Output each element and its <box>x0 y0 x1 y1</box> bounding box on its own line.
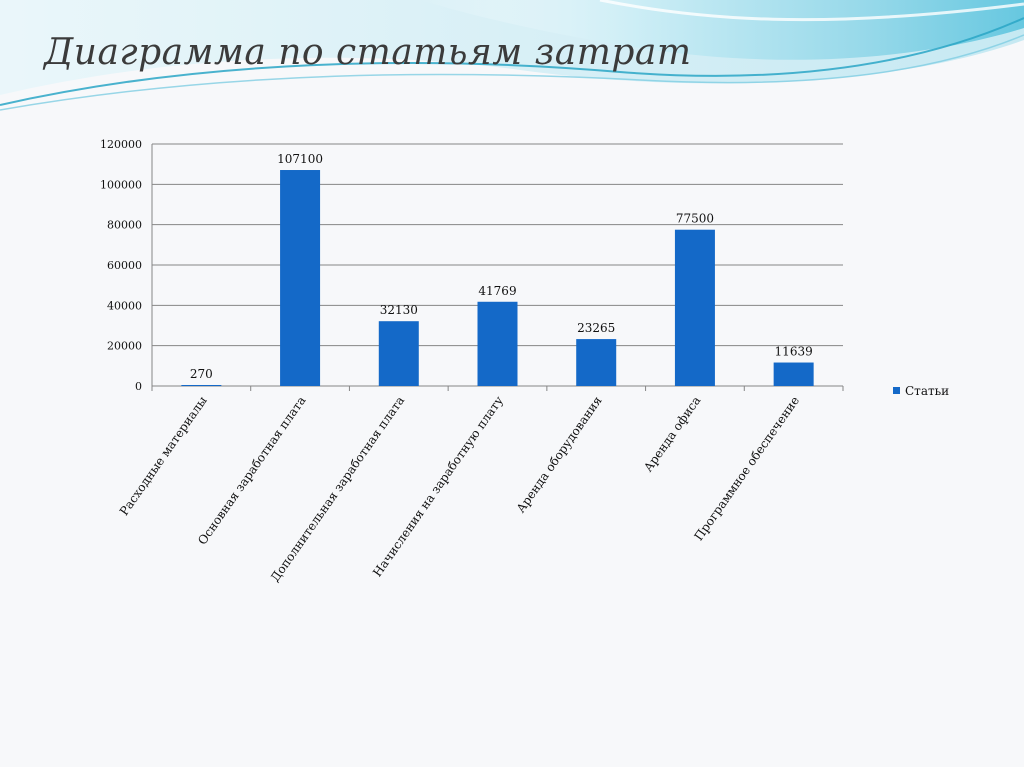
x-tick-label: Расходные материалы <box>117 393 210 518</box>
y-tick-label: 100000 <box>100 178 142 191</box>
bar <box>280 170 321 386</box>
y-tick-label: 80000 <box>107 219 142 232</box>
y-tick-label: 40000 <box>107 299 142 312</box>
data-label: 107100 <box>277 152 323 166</box>
legend-swatch <box>893 387 900 394</box>
bar <box>773 362 814 386</box>
data-label: 41769 <box>478 284 516 298</box>
slide-title: Диаграмма по статьям затрат <box>44 32 692 73</box>
data-label: 23265 <box>577 321 615 335</box>
bar <box>576 339 617 386</box>
data-label: 270 <box>190 367 213 381</box>
x-tick-label: Аренда офиса <box>641 394 703 475</box>
bar <box>181 385 222 386</box>
y-tick-label: 20000 <box>107 340 142 353</box>
x-tick-label: Основная заработная плата <box>195 394 308 548</box>
x-tick-label: Аренда оборудования <box>514 394 605 516</box>
bar <box>378 321 419 386</box>
data-label: 32130 <box>380 303 418 317</box>
y-tick-label: 0 <box>135 380 142 393</box>
legend-label: Статьи <box>905 384 949 398</box>
decorative-wave <box>0 0 1024 111</box>
y-tick-label: 120000 <box>100 138 142 151</box>
x-tick-label: Программное обеспечение <box>692 394 803 544</box>
data-label: 77500 <box>676 212 714 226</box>
bar <box>674 229 715 386</box>
y-tick-label: 60000 <box>107 259 142 272</box>
bar <box>477 301 518 386</box>
data-label: 11639 <box>775 345 813 359</box>
